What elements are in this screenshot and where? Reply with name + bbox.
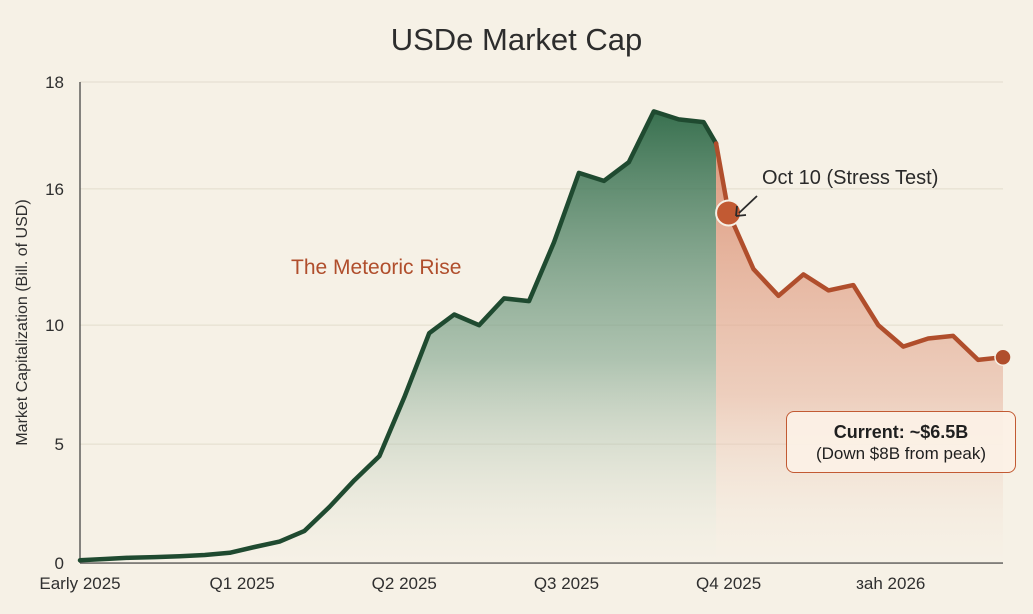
x-tick-label: Early 2025 <box>39 574 120 593</box>
area-fill-decline <box>716 143 1003 563</box>
x-tick-label: ɜah 2026 <box>856 574 925 593</box>
area-fill-rise <box>80 111 717 564</box>
chart-title: USDe Market Cap <box>390 22 643 57</box>
x-tick-label: Q1 2025 <box>210 574 275 593</box>
current-value-callout: Current: ~$6.5B (Down $8B from peak) <box>786 411 1016 473</box>
event-arrow-head <box>735 205 747 217</box>
series-lines <box>77 109 1006 563</box>
annotation-meteoric-rise: The Meteoric Rise <box>291 256 461 279</box>
series-line-decline <box>713 141 1006 363</box>
y-tick-label: 16 <box>45 180 64 199</box>
y-axis-title: Market Capitalization (Bill. of USD) <box>14 199 31 445</box>
callout-title: Current: ~$6.5B <box>833 422 969 442</box>
y-tick-label: 18 <box>45 73 64 92</box>
current-value-marker <box>994 348 1012 366</box>
x-tick-label: Q3 2025 <box>534 574 599 593</box>
event-marker-oct-10 <box>715 199 743 227</box>
y-tick-label: 0 <box>55 554 64 573</box>
x-tick-label: Q2 2025 <box>372 574 437 593</box>
annotations: The Meteoric Rise Oct 10 (Stress Test) <box>291 167 1012 366</box>
callout-subtitle: (Down $8B from peak) <box>815 444 987 463</box>
event-arrow-shaft <box>738 195 758 214</box>
y-tick-label: 5 <box>55 435 64 454</box>
annotation-oct-10: Oct 10 (Stress Test) <box>762 167 938 189</box>
y-tick-label: 10 <box>45 316 64 335</box>
x-tick-label: Q4 2025 <box>696 574 761 593</box>
series-line-rise <box>77 109 719 563</box>
